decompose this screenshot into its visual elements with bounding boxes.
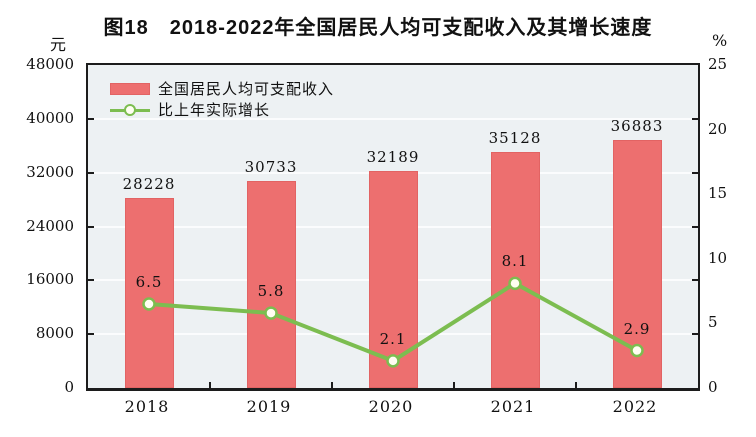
left-axis-tick	[88, 117, 94, 120]
growth-value-label: 5.8	[257, 282, 285, 301]
growth-value-label: 6.5	[135, 273, 163, 292]
bar-value-label: 36883	[610, 116, 664, 135]
right-axis-tick-label: 10	[708, 248, 728, 267]
left-axis-tick	[88, 279, 94, 282]
left-axis-tick-label: 32000	[26, 162, 74, 181]
left-axis-tick-label: 40000	[26, 108, 74, 127]
right-axis-tick	[692, 279, 698, 282]
bar-2022	[612, 139, 662, 388]
left-axis-tick-label: 16000	[26, 270, 74, 289]
income-bar-swatch-icon	[110, 82, 150, 95]
right-axis-unit-label: %	[712, 31, 728, 50]
growth-legend-label: 比上年实际增长	[158, 102, 271, 119]
income-legend-label: 全国居民人均可支配收入	[158, 81, 335, 98]
left-axis-tick-label: 0	[64, 378, 74, 396]
bar-value-label: 28228	[122, 175, 176, 194]
x-axis-tick	[209, 382, 211, 388]
growth-value-label: 2.1	[379, 329, 407, 348]
right-axis-tick	[692, 171, 698, 174]
bar-2020	[368, 171, 418, 388]
right-axis-tick-label: 5	[708, 313, 718, 332]
x-axis-label: 2021	[490, 397, 536, 416]
right-axis-tick	[692, 333, 698, 336]
plot-canvas: 28228 30733 32189 35128 36883 6.5 5.8 2.1 8.1 2.9	[88, 65, 698, 388]
x-axis-tick	[453, 382, 455, 388]
left-axis-tick-label: 8000	[35, 324, 74, 343]
left-axis-unit-label: 元	[49, 35, 66, 54]
right-axis-tick-label: 20	[708, 119, 728, 138]
growth-line-swatch-icon	[110, 103, 150, 116]
right-axis-tick	[692, 117, 698, 120]
bar-value-label: 35128	[488, 128, 542, 147]
x-axis-label: 2019	[246, 397, 292, 416]
bar-value-label: 30733	[244, 158, 298, 177]
left-axis-tick-label: 24000	[26, 216, 74, 235]
bar-value-label: 32189	[366, 148, 420, 167]
right-axis-tick	[692, 225, 698, 228]
left-axis-tick-label: 48000	[26, 55, 74, 73]
left-axis-tick	[88, 171, 94, 174]
x-axis-tick	[575, 382, 577, 388]
growth-value-label: 2.9	[623, 319, 651, 338]
right-axis-tick-label: 25	[708, 55, 728, 73]
x-axis-label: 2022	[612, 397, 658, 416]
chart-title: 图18 2018-2022年全国居民人均可支配收入及其增长速度	[103, 17, 653, 39]
legend-row-income: 全国居民人均可支配收入	[110, 78, 334, 99]
left-axis-tick	[88, 225, 94, 228]
legend-row-growth: 比上年实际增长	[110, 99, 334, 120]
x-axis-label: 2018	[124, 397, 170, 416]
legend: 全国居民人均可支配收入 比上年实际增长	[110, 78, 334, 120]
growth-value-label: 8.1	[501, 252, 529, 271]
right-axis-tick-label: 15	[708, 184, 728, 203]
x-axis-tick	[331, 382, 333, 388]
gridline	[88, 117, 698, 120]
bar-2018	[124, 198, 174, 388]
left-axis-tick	[88, 333, 94, 336]
right-axis-tick-label: 0	[708, 378, 718, 396]
plot-area: 28228 30733 32189 35128 36883 6.5 5.8 2.1 8.1 2.9…	[86, 63, 700, 391]
x-axis-label: 2020	[368, 397, 414, 416]
